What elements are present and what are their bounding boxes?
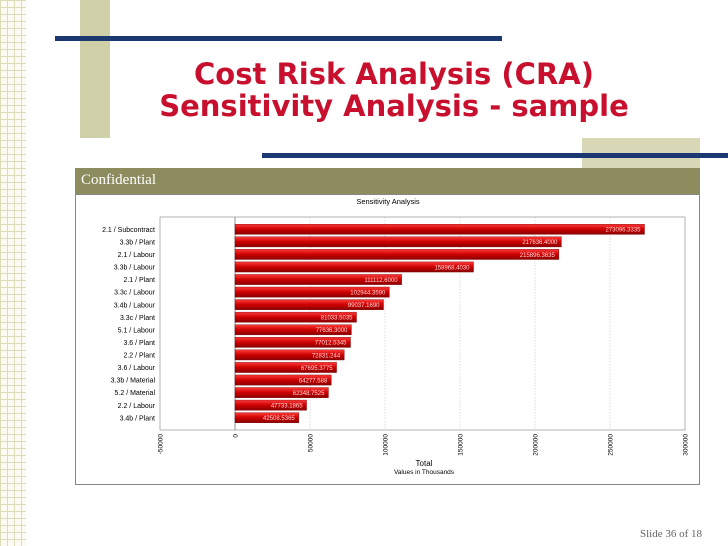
category-label: 2.1 / Subcontract [102,227,155,234]
tick-label: -50000 [158,434,165,455]
decor-block-left [80,0,110,138]
value-label: 102944.3590 [350,290,386,296]
value-label: 64277.588 [299,378,328,384]
bar [234,324,352,336]
bar [234,249,560,260]
value-label: 215896.3635 [520,253,556,259]
x-axis-title: Total [416,459,433,468]
title-line-1: Cost Risk Analysis (CRA) [194,57,594,91]
value-label: 81033.5035 [321,316,353,322]
bar [234,261,474,273]
tick-label: 250000 [608,434,615,456]
bar [234,399,307,411]
category-label: 5.1 / Labour [118,327,156,334]
value-label: 99037.1690 [348,303,380,309]
value-label: 47733.1865 [271,404,303,410]
chart-subtitle: Sensitivity Analysis [356,197,420,206]
value-label: 77636.3000 [316,328,348,334]
lattice-decoration [0,0,26,546]
decor-line-top [55,36,502,41]
plot-area [159,216,686,431]
value-label: 72831.244 [312,353,341,359]
bar [234,362,337,373]
bar [234,349,345,361]
title-line-2: Sensitivity Analysis - sample [159,89,629,123]
category-label: 3.6 / Plant [123,340,155,347]
bar [234,299,384,310]
value-label: 273096.3335 [605,228,641,234]
decor-line-mid [262,153,728,158]
bar [234,374,332,386]
category-label: 2.1 / Labour [118,252,156,259]
tornado-chart: Sensitivity Analysis 2.1 / Subcontract 3.… [102,197,690,476]
x-axis-subtitle: Values in Thousands [394,469,455,476]
confidential-label: Confidential [81,172,156,188]
value-label: 42508.5365 [263,416,295,422]
bar [234,412,299,423]
category-label: 3.4b / Plant [120,415,155,422]
value-label: 67695.3775 [301,366,333,372]
category-label: 3.4b / Labour [114,302,156,309]
category-label: 3.3b / Plant [120,239,155,246]
confidential-bar [75,168,700,194]
tick-label: 150000 [458,434,465,456]
category-label: 3.3b / Labour [114,265,156,272]
value-label: 77012.5345 [315,341,347,347]
bar [234,337,351,348]
bar [234,387,329,398]
value-label: 62348.7525 [293,391,325,397]
slide-title: Cost Risk Analysis (CRA) Sensitivity Ana… [110,58,678,122]
bar [234,286,390,298]
category-label: 3.3c / Plant [120,315,155,322]
value-label: 111112.6000 [364,278,398,284]
value-label: 158968.4030 [434,265,470,271]
chart-frame: Sensitivity Analysis 2.1 / Subcontract 3.… [75,194,700,485]
category-label: 2.2 / Plant [123,353,155,360]
category-label: 3.3b / Material [111,378,156,385]
tick-label: 300000 [683,434,690,456]
tick-label: 200000 [533,434,540,456]
category-label: 3.3c / Labour [114,290,156,297]
tick-label: 50000 [308,434,315,452]
tick-label: 0 [233,434,240,438]
bar [234,224,645,235]
category-label: 3.6 / Labour [118,365,156,372]
category-label: 2.2 / Labour [118,403,156,410]
category-label: 5.2 / Material [115,390,156,397]
bar [234,274,402,285]
category-label: 2.1 / Plant [123,277,155,284]
tick-label: 100000 [383,434,390,456]
bar [234,236,562,248]
value-label: 217636.4000 [522,240,558,246]
slide-number: Slide 36 of 18 [639,528,702,540]
bar [234,311,357,323]
